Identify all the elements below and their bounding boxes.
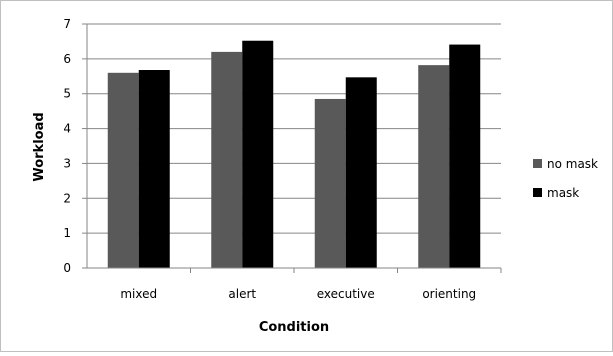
y-tick-label: 1 <box>63 226 71 240</box>
bar-no-mask-alert <box>211 51 243 269</box>
y-axis-title: Workload <box>32 112 47 181</box>
legend: no mask mask <box>533 157 598 200</box>
bar-no-mask-executive <box>314 98 346 268</box>
y-tick-label: 7 <box>63 17 71 31</box>
y-tick-label: 5 <box>63 87 71 101</box>
bar-mask-orienting <box>449 44 481 268</box>
bar-mask-alert <box>242 40 274 268</box>
workload-bar-chart: 0 1 2 3 4 5 6 7 mixed alert executive orienting Wo… <box>32 17 598 335</box>
legend-label: no mask <box>547 157 598 171</box>
bar-mask-mixed <box>138 70 170 268</box>
x-axis-title: Condition <box>259 320 329 335</box>
x-tick-label: orienting <box>422 287 476 301</box>
y-tick-labels: 0 1 2 3 4 5 6 7 <box>63 17 71 275</box>
x-tick-label: alert <box>228 287 256 301</box>
legend-swatch <box>533 188 542 197</box>
legend-swatch <box>533 159 542 168</box>
x-tick-label: mixed <box>120 287 157 301</box>
bars <box>107 40 481 269</box>
bar-no-mask-mixed <box>107 72 139 268</box>
y-tick-label: 3 <box>63 156 71 170</box>
y-tick-label: 2 <box>63 191 71 205</box>
y-tick-label: 4 <box>63 122 71 136</box>
bar-no-mask-orienting <box>418 65 450 268</box>
bar-mask-executive <box>345 77 377 269</box>
x-tick-label: executive <box>317 287 375 301</box>
x-tick-labels: mixed alert executive orienting <box>120 268 502 301</box>
legend-label: mask <box>547 186 579 200</box>
y-tick-label: 0 <box>63 261 71 275</box>
y-tick-label: 6 <box>63 52 71 66</box>
